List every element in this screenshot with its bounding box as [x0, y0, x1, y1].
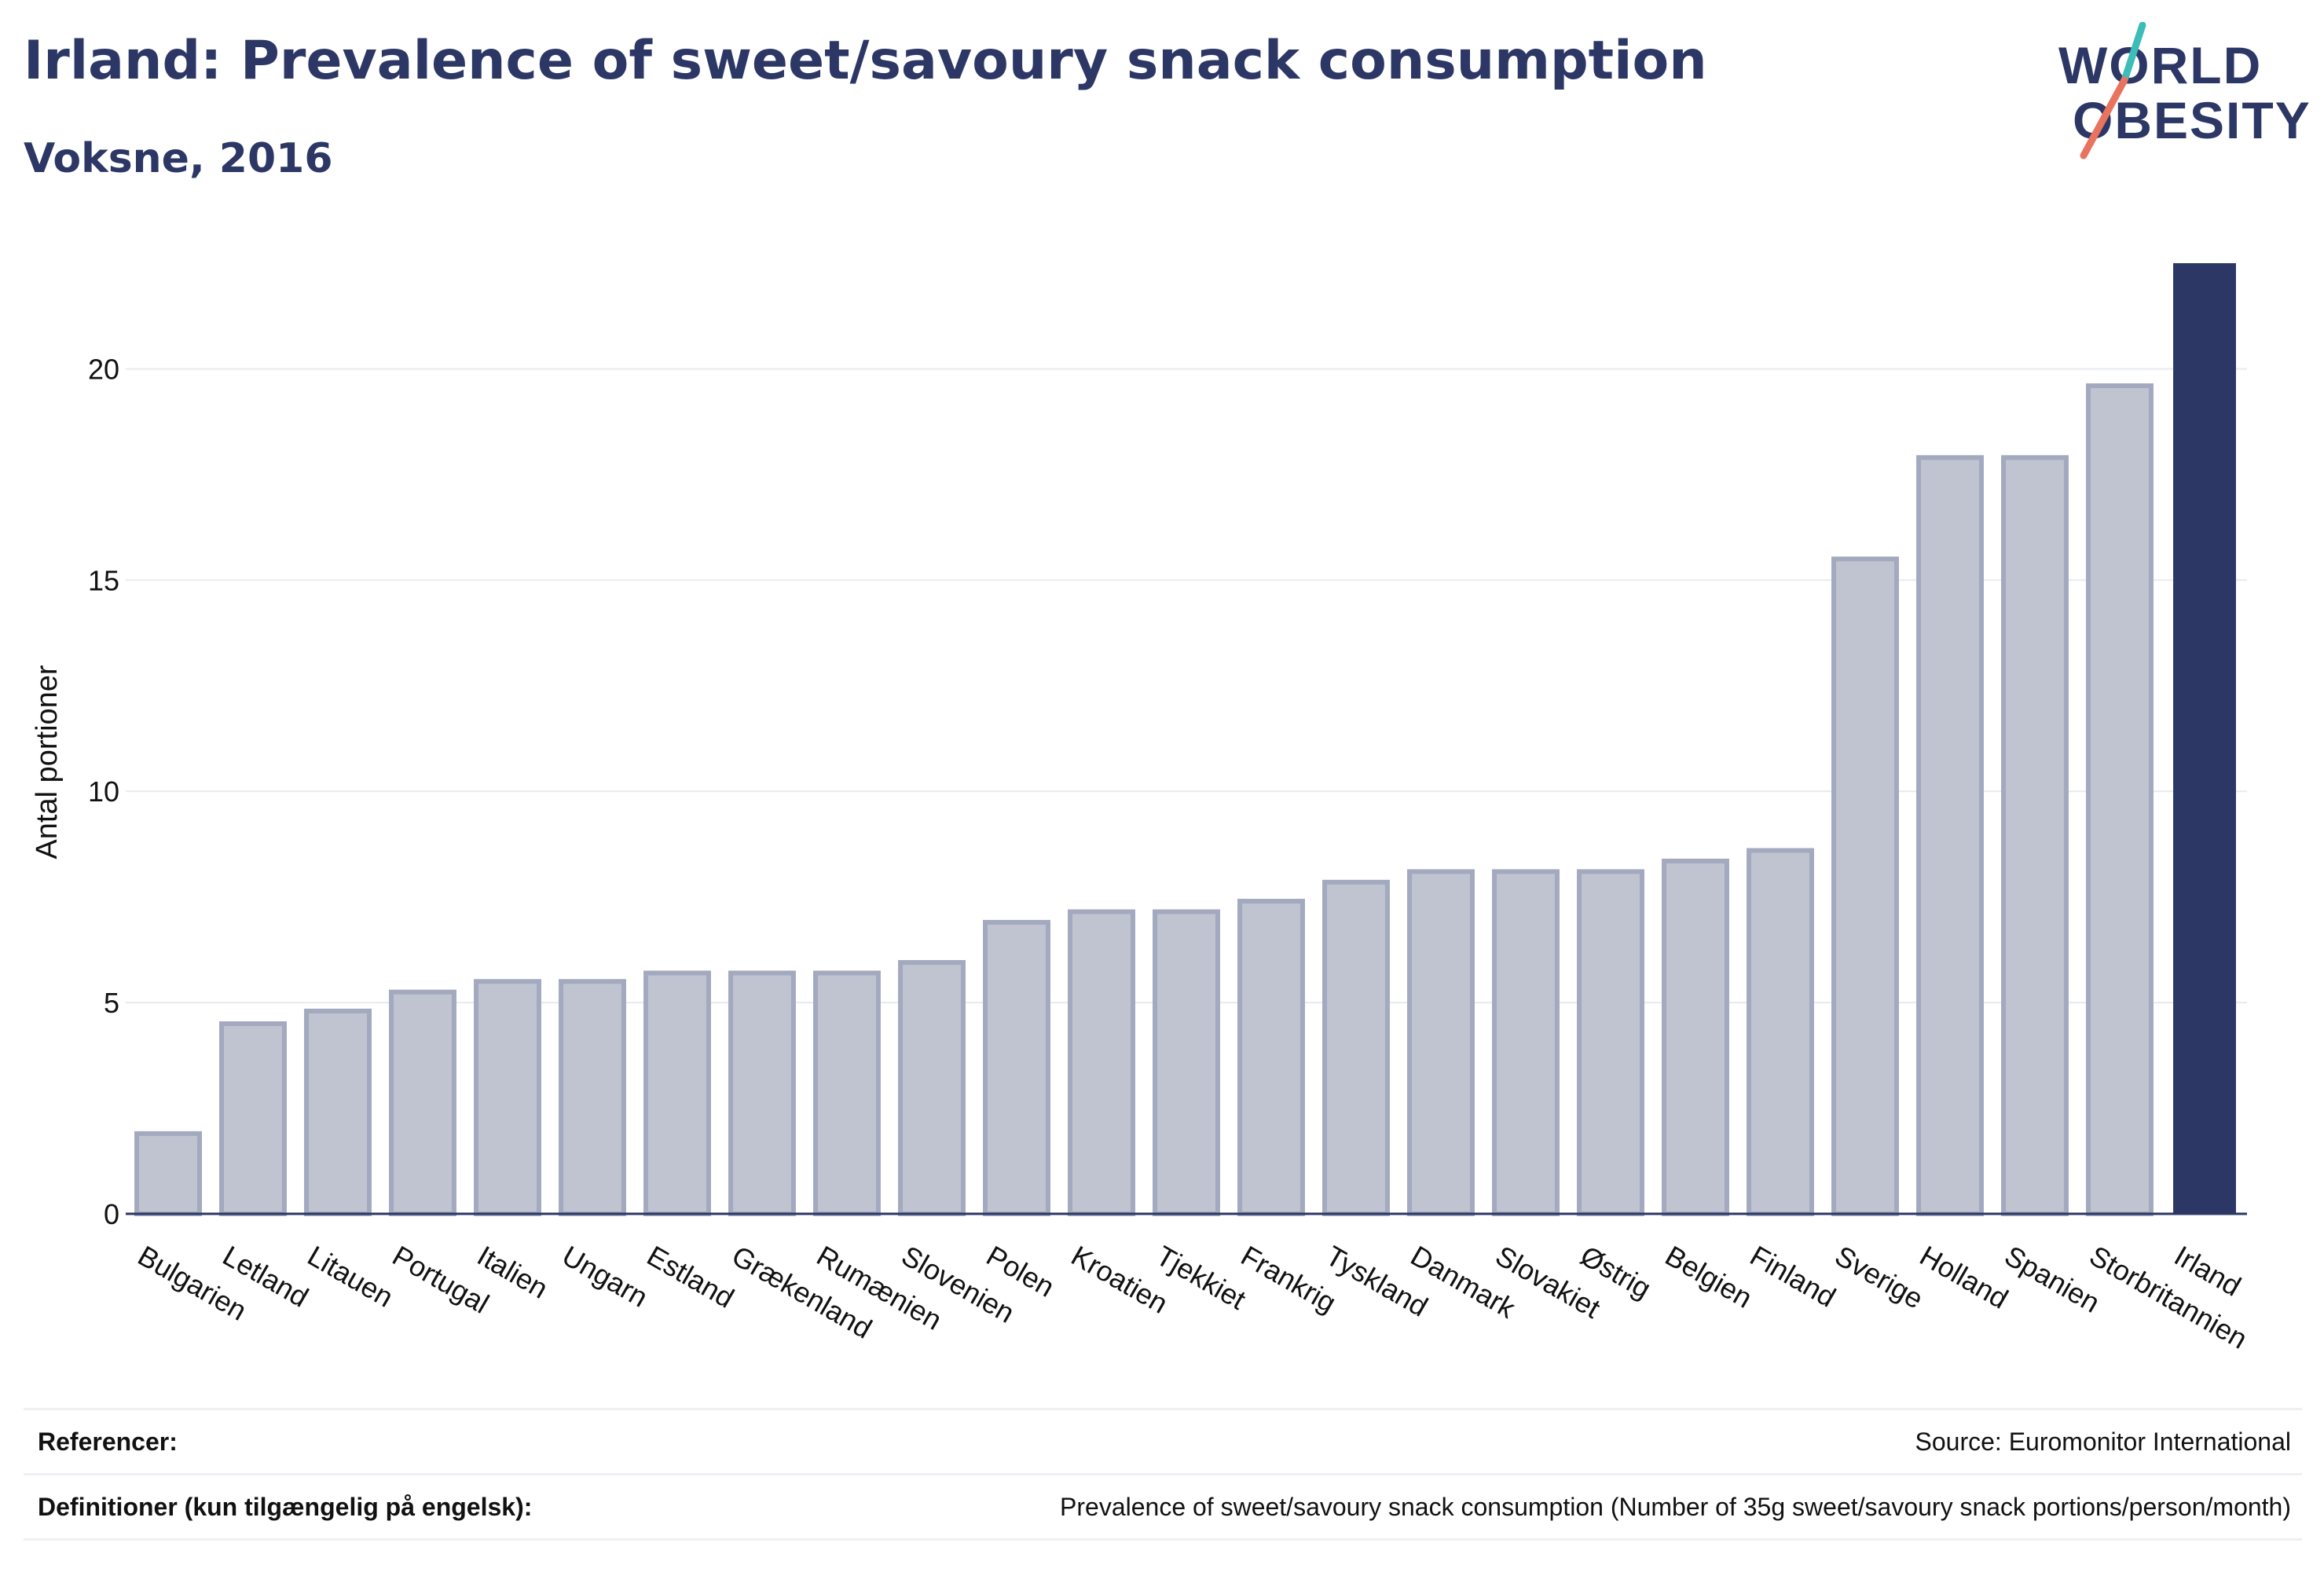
bar-grækenland [728, 970, 796, 1216]
references-row: Referencer: Source: Euromonitor Internat… [24, 1408, 2302, 1473]
chart-subtitle: Voksne, 2016 [24, 135, 333, 182]
x-tick-label: Portugal [387, 1239, 495, 1320]
x-tick-label: Frankrig [1236, 1239, 1342, 1319]
bar-polen [983, 919, 1050, 1217]
bar-kroatien [1068, 909, 1135, 1216]
bar-finland [1747, 848, 1814, 1216]
bar-bulgarien [134, 1131, 202, 1217]
bars [134, 263, 2236, 1217]
bar-slovakiet [1492, 869, 1560, 1217]
y-tick-label: 10 [88, 775, 119, 808]
bar-belgien [1662, 858, 1729, 1216]
y-tick-label: 0 [104, 1198, 119, 1230]
y-tick-label: 20 [88, 353, 119, 385]
logo-slash-teal [2121, 22, 2146, 84]
chart-title: Irland: Prevalence of sweet/savoury snac… [24, 30, 1707, 92]
y-tick-label: 5 [104, 987, 119, 1019]
bar-sverige [1831, 556, 1899, 1216]
bar-irland [2173, 263, 2236, 1214]
x-tick-label: Belgien [1660, 1239, 1758, 1314]
bar-portugal [389, 989, 456, 1216]
y-tick-labels: 0 5 10 15 20 [88, 353, 119, 1230]
bar-østrig [1577, 869, 1644, 1217]
world-obesity-logo: WORLD OBESITY [2058, 22, 2310, 159]
bar-tjekkiet [1153, 909, 1220, 1216]
references-value: Source: Euromonitor International [1915, 1428, 2291, 1456]
bar-tyskland [1322, 879, 1390, 1217]
x-tick-label: Litauen [302, 1239, 399, 1314]
x-tick-label: Spanien [2000, 1239, 2106, 1319]
bar-slovenien [898, 960, 966, 1216]
definitions-label: Definitioner (kun tilgængelig på engelsk… [38, 1493, 533, 1521]
x-tick-label: Holland [1915, 1239, 2014, 1315]
bar-spanien [2001, 455, 2069, 1216]
logo-text-world: WORLD [2058, 36, 2262, 94]
logo-slash-coral [2080, 76, 2128, 159]
x-tick-label: Estland [642, 1239, 739, 1314]
x-tick-label: Ungarn [557, 1239, 654, 1314]
bar-rumænien [813, 970, 881, 1216]
y-tick-label: 15 [88, 564, 119, 596]
x-tick-label: Kroatien [1066, 1239, 1174, 1320]
x-tick-label: Finland [1745, 1239, 1842, 1314]
bar-italien [474, 979, 541, 1216]
bar-storbritannien [2086, 383, 2154, 1216]
footer-table: Referencer: Source: Euromonitor Internat… [24, 1408, 2302, 1541]
bar-holland [1916, 455, 1984, 1216]
bar-danmark [1407, 869, 1475, 1217]
definitions-row: Definitioner (kun tilgængelig på engelsk… [24, 1473, 2302, 1541]
x-tick-label: Sverige [1830, 1239, 1929, 1315]
bar-frankrig [1237, 899, 1305, 1216]
bar-estland [643, 970, 711, 1216]
bar-ungarn [559, 979, 626, 1216]
bar-chart: 0 5 10 15 20 BulgarienLetlandLitauenPortugal… [31, 263, 2253, 1355]
bar-litauen [304, 1008, 372, 1217]
bar-letland [219, 1021, 287, 1216]
references-label: Referencer: [38, 1428, 178, 1456]
y-axis-label: Antal portioner [31, 665, 64, 859]
definitions-value: Prevalence of sweet/savoury snack consum… [1060, 1493, 2291, 1521]
